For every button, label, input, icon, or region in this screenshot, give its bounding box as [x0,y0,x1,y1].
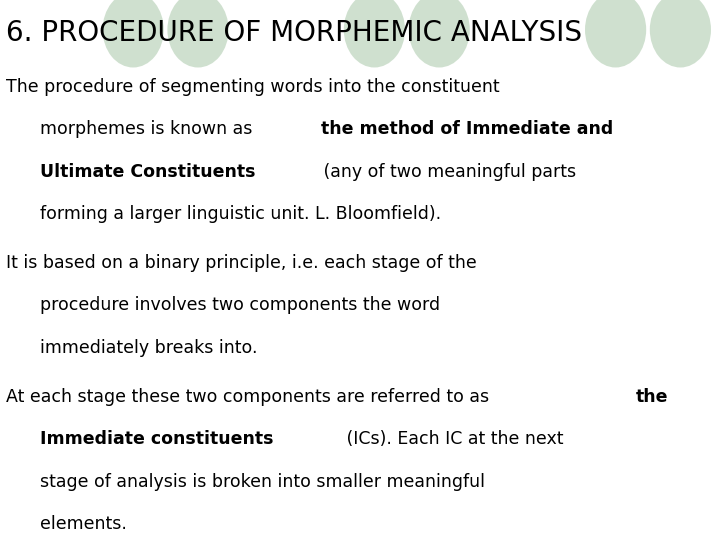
Text: stage of analysis is broken into smaller meaningful: stage of analysis is broken into smaller… [40,472,485,490]
Ellipse shape [102,0,163,68]
Ellipse shape [585,0,647,68]
Text: Immediate constituents: Immediate constituents [40,430,273,448]
Text: the method of Immediate and: the method of Immediate and [320,120,613,138]
Text: At each stage these two components are referred to as: At each stage these two components are r… [6,388,495,406]
Ellipse shape [649,0,711,68]
Ellipse shape [168,0,229,68]
Text: (ICs). Each IC at the next: (ICs). Each IC at the next [341,430,563,448]
Ellipse shape [409,0,470,68]
Text: Ultimate Constituents: Ultimate Constituents [40,163,255,180]
Text: elements.: elements. [40,515,127,532]
Text: It is based on a binary principle, i.e. each stage of the: It is based on a binary principle, i.e. … [6,254,477,272]
Text: (any of two meaningful parts: (any of two meaningful parts [318,163,576,180]
Text: immediately breaks into.: immediately breaks into. [40,339,257,356]
Text: procedure involves two components the word: procedure involves two components the wo… [40,296,440,314]
Text: forming a larger linguistic unit. L. Bloomfield).: forming a larger linguistic unit. L. Blo… [40,205,441,222]
Text: The procedure of segmenting words into the constituent: The procedure of segmenting words into t… [6,78,500,96]
Text: morphemes is known as: morphemes is known as [40,120,258,138]
Text: the: the [636,388,669,406]
Ellipse shape [344,0,405,68]
Text: 6. PROCEDURE OF MORPHEMIC ANALYSIS: 6. PROCEDURE OF MORPHEMIC ANALYSIS [6,19,582,47]
